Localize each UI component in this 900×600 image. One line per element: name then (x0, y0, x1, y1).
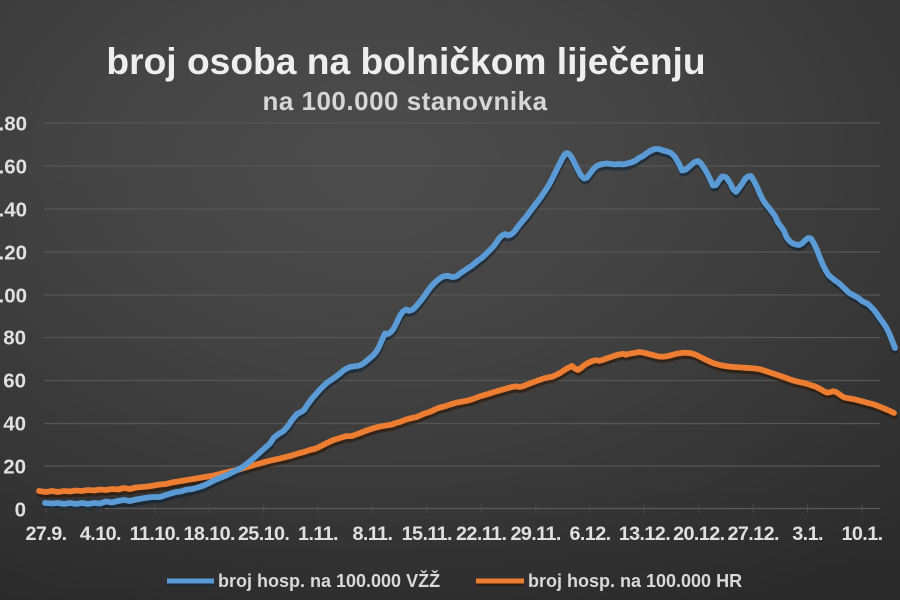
svg-text:1.60: 1.60 (0, 156, 27, 179)
svg-text:1.00: 1.00 (0, 285, 27, 308)
svg-text:broj hosp. na 100.000 VŽŽ: broj hosp. na 100.000 VŽŽ (218, 570, 440, 591)
svg-text:15.11.: 15.11. (402, 523, 452, 545)
svg-text:na 100.000 stanovnika: na 100.000 stanovnika (262, 86, 547, 116)
svg-text:25.10.: 25.10. (238, 523, 290, 545)
svg-text:6.12.: 6.12. (570, 523, 611, 545)
svg-text:0: 0 (15, 499, 26, 522)
svg-text:29.11.: 29.11. (510, 523, 560, 545)
svg-text:1.11.: 1.11. (298, 523, 338, 545)
svg-text:40: 40 (3, 413, 26, 436)
svg-text:8.11.: 8.11. (352, 523, 392, 545)
svg-text:20: 20 (3, 456, 26, 479)
svg-text:27.9.: 27.9. (26, 523, 67, 545)
svg-text:27.12.: 27.12. (727, 523, 779, 545)
svg-text:20.12.: 20.12. (673, 523, 725, 545)
svg-text:1.20: 1.20 (0, 242, 27, 265)
svg-text:13.12.: 13.12. (619, 523, 671, 545)
svg-text:80: 80 (3, 327, 26, 350)
svg-text:4.10.: 4.10. (80, 523, 121, 545)
svg-text:18.10.: 18.10. (183, 523, 235, 545)
svg-text:broj hosp. na 100.000 HR: broj hosp. na 100.000 HR (528, 571, 742, 591)
svg-text:broj osoba na bolničkom liječe: broj osoba na bolničkom liječenju (106, 40, 705, 82)
svg-text:10.1.: 10.1. (842, 523, 883, 545)
svg-text:60: 60 (3, 370, 26, 393)
svg-text:1.80: 1.80 (0, 113, 27, 136)
svg-text:22.11.: 22.11. (456, 523, 506, 545)
svg-text:3.1.: 3.1. (792, 523, 823, 545)
svg-text:1.40: 1.40 (0, 199, 27, 222)
svg-text:11.10.: 11.10. (130, 523, 180, 545)
